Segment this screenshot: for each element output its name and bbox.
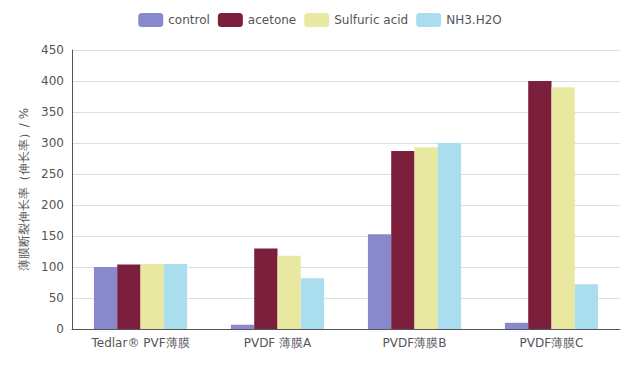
svg-text:100: 100 <box>41 260 64 274</box>
svg-text:薄膜断裂伸长率（伸长率）/ %: 薄膜断裂伸长率（伸长率）/ % <box>17 108 31 271</box>
svg-text:acetone: acetone <box>248 13 296 27</box>
svg-text:300: 300 <box>41 136 64 150</box>
svg-text:control: control <box>168 13 210 27</box>
svg-text:PVDF 薄膜A: PVDF 薄膜A <box>244 336 312 350</box>
svg-text:350: 350 <box>41 105 64 119</box>
svg-text:0: 0 <box>56 322 64 336</box>
svg-text:250: 250 <box>41 167 64 181</box>
svg-text:Tedlar® PVF薄膜: Tedlar® PVF薄膜 <box>90 336 189 350</box>
svg-text:PVDF薄膜B: PVDF薄膜B <box>383 336 447 350</box>
svg-text:200: 200 <box>41 198 64 212</box>
svg-text:Sulfuric acid: Sulfuric acid <box>334 13 408 27</box>
svg-text:PVDF薄膜C: PVDF薄膜C <box>520 336 584 350</box>
svg-text:50: 50 <box>49 291 64 305</box>
svg-text:150: 150 <box>41 229 64 243</box>
svg-text:400: 400 <box>41 74 64 88</box>
svg-text:450: 450 <box>41 43 64 57</box>
svg-text:NH3.H2O: NH3.H2O <box>446 13 502 27</box>
